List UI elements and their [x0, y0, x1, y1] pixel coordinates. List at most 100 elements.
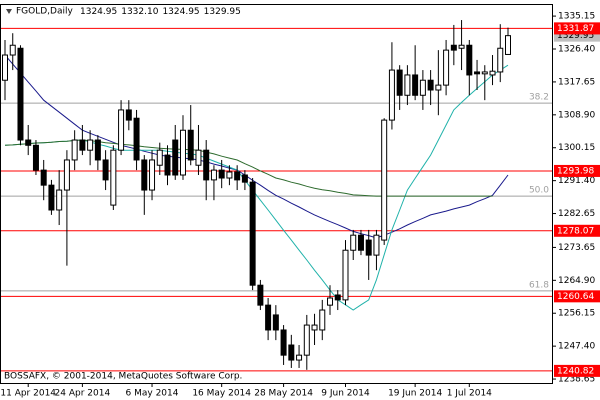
candle-body — [2, 54, 8, 81]
ohlc-caption: 1324.95 1332.10 1324.95 1329.95 — [80, 7, 241, 17]
candle-body — [303, 324, 310, 356]
x-tick-label: 16 May 2014 — [192, 389, 251, 399]
price-label: 1329.95 — [557, 31, 594, 41]
candle-body — [334, 294, 341, 301]
ohlc-value: 1324.95 — [162, 7, 199, 17]
x-tick-label: 1 Jul 2014 — [447, 389, 492, 399]
candle-body — [350, 234, 357, 251]
y-tick-label: 1300.15 — [558, 143, 595, 153]
candle-body — [79, 139, 86, 151]
candle-body — [288, 344, 295, 361]
y-tick-label: 1256.15 — [558, 309, 595, 319]
candle-body — [265, 304, 272, 331]
candle-body — [241, 174, 248, 183]
y-tick-label: 1238.65 — [558, 375, 595, 385]
candle-body — [71, 139, 78, 161]
plot-frame — [0, 4, 553, 384]
level-label-box — [554, 364, 600, 377]
y-tick-label: 1317.65 — [558, 77, 595, 87]
level-label: 1293.98 — [557, 166, 594, 176]
level-label: 1240.82 — [557, 366, 594, 376]
candle-body — [450, 44, 457, 51]
candle-body — [118, 109, 125, 151]
candle-body — [280, 329, 287, 356]
moving-average — [4, 139, 493, 197]
y-tick-label: 1282.65 — [558, 209, 595, 219]
candle-body — [156, 149, 163, 166]
fibo-label: 38.2 — [529, 93, 549, 103]
candle-body — [373, 234, 380, 256]
candle-body — [133, 117, 140, 161]
ohlc-value: 1324.95 — [80, 7, 117, 17]
candle-body — [505, 35, 511, 55]
candle-body — [474, 71, 481, 75]
candle-body — [365, 239, 372, 256]
candle-body — [327, 297, 334, 306]
candle-body — [87, 139, 94, 151]
candle-body — [296, 354, 303, 361]
chart-title: FGOLD,Daily — [16, 7, 73, 17]
candle-body — [319, 309, 326, 331]
moving-average — [4, 54, 509, 239]
candle-body — [311, 324, 318, 331]
fibo-label: 61.8 — [529, 280, 549, 290]
y-tick-label: 1335.15 — [558, 12, 595, 22]
y-tick-label: 1264.90 — [558, 276, 595, 286]
level-label: 1260.64 — [557, 292, 594, 302]
symbol-icon — [6, 9, 12, 14]
candle-body — [357, 234, 364, 251]
y-tick-label: 1291.40 — [558, 176, 595, 186]
candle-body — [141, 159, 148, 191]
x-tick-label: 9 Jun 2014 — [321, 389, 370, 399]
candle-body — [172, 139, 179, 176]
candle-body — [17, 47, 24, 141]
level-label-box — [554, 224, 600, 237]
candle-body — [481, 71, 488, 75]
y-tick-label: 1273.65 — [558, 243, 595, 253]
candle-body — [9, 44, 16, 56]
x-tick-label: 28 May 2014 — [254, 389, 313, 399]
candle-body — [404, 74, 411, 96]
candle-body — [218, 169, 225, 179]
candle-body — [412, 74, 419, 96]
level-label: 1278.07 — [557, 226, 594, 236]
candle-body — [427, 79, 434, 91]
candle-body — [25, 139, 32, 146]
candle-body — [419, 79, 426, 96]
candle-body — [164, 154, 171, 176]
watermark: BOSSAFX, © 2001-2014, MetaQuotes Softwar… — [4, 372, 242, 382]
candle-body — [63, 159, 70, 191]
x-tick-label: 19 Jun 2014 — [388, 389, 442, 399]
candle-body — [381, 119, 388, 241]
level-label-box — [554, 290, 600, 303]
candle-body — [110, 149, 117, 206]
candle-body — [125, 109, 132, 121]
ohlc-value: 1329.95 — [204, 7, 241, 17]
candle-body — [149, 159, 156, 191]
candle-body — [102, 159, 109, 181]
candle-body — [489, 70, 496, 76]
level-label-box — [554, 22, 600, 35]
candle-body — [234, 171, 241, 181]
candle-body — [396, 69, 403, 96]
candle-body — [388, 69, 395, 121]
candle-body — [435, 84, 442, 91]
candle-body — [497, 47, 504, 73]
candle-body — [187, 129, 194, 161]
y-tick-label: 1326.40 — [558, 45, 595, 55]
plot-area: 38.2 50.0 61.8 — [0, 20, 553, 372]
candle-body — [32, 144, 39, 171]
candle-body — [40, 169, 47, 186]
candle-body — [210, 169, 217, 181]
candle-body — [443, 49, 450, 86]
candle-body — [195, 149, 202, 166]
candle-body — [179, 129, 186, 176]
level-label: 1331.87 — [557, 24, 594, 34]
candle-body — [249, 181, 256, 286]
candle-body — [56, 189, 63, 211]
candle-body — [342, 249, 349, 301]
y-tick-label: 1247.40 — [558, 342, 595, 352]
x-tick-label: 24 Apr 2014 — [55, 389, 111, 399]
